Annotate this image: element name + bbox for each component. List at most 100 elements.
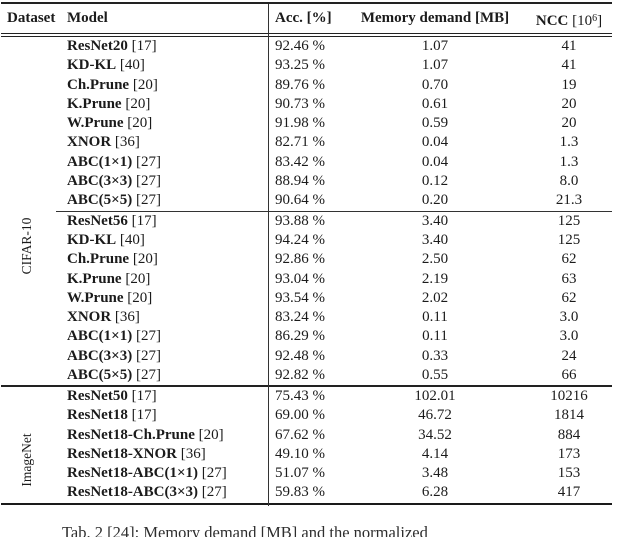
model-name: XNOR <box>67 309 112 326</box>
table-row: Ch.Prune [20] 89.76 % 0.70 19 <box>1 76 612 95</box>
ncc-cell: 1.3 <box>559 153 579 170</box>
table-caption-clipped: Tab. 2 [24]: Memory demand [MB] and the … <box>62 523 428 537</box>
header-memory: Memory demand [MB] <box>360 10 510 26</box>
ncc-cell: 173 <box>557 445 581 462</box>
table-body: ResNet20 [17] 92.46 % 1.07 41 KD-KL [40] 93.2… <box>1 37 612 503</box>
accuracy-cell: 92.86 % <box>275 251 325 268</box>
dataset-cell <box>1 366 57 385</box>
ncc-unit-close: ] <box>597 13 603 29</box>
model-name: ABC(3×3) <box>67 347 133 364</box>
ncc-cell: 1.3 <box>559 134 579 151</box>
ncc-cell: 19 <box>561 76 577 93</box>
dataset-cell <box>1 153 57 172</box>
ncc-cell: 125 <box>557 231 581 248</box>
dataset-cell <box>1 347 57 366</box>
model-name: ABC(5×5) <box>67 192 133 209</box>
citation-ref: [27] <box>132 328 161 345</box>
citation-ref: [27] <box>132 347 161 364</box>
accuracy-cell: 89.76 % <box>275 76 325 93</box>
model-cell: ABC(5×5) [27] <box>57 366 268 385</box>
model-cell: W.Prune [20] <box>57 289 268 308</box>
header-double-rule <box>1 33 612 37</box>
memory-cell: 34.52 <box>418 426 452 443</box>
dataset-cell <box>1 308 57 327</box>
citation-ref: [20] <box>129 76 158 93</box>
accuracy-cell: 93.88 % <box>275 212 325 229</box>
ncc-cell: 62 <box>561 289 577 306</box>
dataset-label-cifar10: CIFAR-10 <box>19 217 34 275</box>
table-row: ResNet18 [17] 69.00 % 46.72 1814 <box>1 406 612 425</box>
model-name: Ch.Prune <box>67 251 130 268</box>
table-row: ResNet18-Ch.Prune [20] 67.62 % 34.52 884 <box>1 426 612 445</box>
accuracy-cell: 88.94 % <box>275 173 325 190</box>
accuracy-cell: 59.83 % <box>275 484 325 501</box>
ncc-cell: 125 <box>557 212 581 229</box>
dataset-cell <box>1 406 57 425</box>
model-cell: W.Prune [20] <box>57 114 268 133</box>
table-row: ABC(3×3) [27] 88.94 % 0.12 8.0 <box>1 172 612 191</box>
memory-cell: 0.12 <box>421 173 449 190</box>
ncc-cell: 63 <box>561 270 577 287</box>
model-name: KD-KL <box>67 231 117 248</box>
accuracy-cell: 51.07 % <box>275 465 325 482</box>
table-row: ABC(1×1) [27] 86.29 % 0.11 3.0 <box>1 327 612 346</box>
model-cell: KD-KL [40] <box>57 56 268 75</box>
table-top-rule <box>1 2 612 4</box>
ncc-cell: 20 <box>561 95 577 112</box>
model-cell: K.Prune [20] <box>57 270 268 289</box>
accuracy-cell: 49.10 % <box>275 445 325 462</box>
header-model: Model <box>67 10 108 26</box>
citation-ref: [27] <box>132 192 161 209</box>
ncc-cell: 884 <box>557 426 581 443</box>
accuracy-cell: 91.98 % <box>275 115 325 132</box>
model-cell: ResNet56 [17] <box>57 212 268 231</box>
accuracy-cell: 94.24 % <box>275 231 325 248</box>
ncc-cell: 1814 <box>554 407 584 424</box>
memory-cell: 102.01 <box>414 387 456 404</box>
ncc-cell: 41 <box>561 38 577 54</box>
ncc-cell: 20 <box>561 115 577 132</box>
memory-cell: 0.61 <box>421 95 449 112</box>
ncc-cell: 10216 <box>550 387 588 404</box>
citation-ref: [27] <box>132 153 161 170</box>
model-name: ResNet20 <box>67 38 128 54</box>
citation-ref: [40] <box>116 231 145 248</box>
citation-ref: [17] <box>127 212 157 229</box>
citation-ref: [27] <box>198 484 227 501</box>
table-row: ResNet56 [17] 93.88 % 3.40 125 <box>1 212 612 231</box>
memory-cell: 2.19 <box>421 270 449 287</box>
memory-cell: 1.07 <box>421 57 449 74</box>
model-name: KD-KL <box>67 57 117 74</box>
table-row: W.Prune [20] 91.98 % 0.59 20 <box>1 114 612 133</box>
accuracy-cell: 83.42 % <box>275 153 325 170</box>
accuracy-cell: 82.71 % <box>275 134 325 151</box>
table-row: ABC(5×5) [27] 90.64 % 0.20 21.3 <box>1 191 612 210</box>
header-ncc: NCC [106] <box>526 4 612 33</box>
model-cell: ResNet18 [17] <box>57 406 268 425</box>
group-divider-rule <box>56 210 612 212</box>
column-divider-line <box>268 4 269 506</box>
dataset-cell <box>1 133 57 152</box>
memory-cell: 0.55 <box>421 367 449 384</box>
memory-cell: 2.02 <box>421 289 449 306</box>
memory-cell: 0.04 <box>421 153 449 170</box>
ncc-cell: 8.0 <box>559 173 579 190</box>
accuracy-cell: 93.25 % <box>275 57 325 74</box>
model-name: K.Prune <box>67 95 122 112</box>
header-ncc-unit: [106] <box>572 13 602 29</box>
model-name: K.Prune <box>67 270 122 287</box>
model-cell: Ch.Prune [20] <box>57 250 268 269</box>
model-cell: ABC(3×3) [27] <box>57 172 268 191</box>
citation-ref: [20] <box>121 270 151 287</box>
citation-ref: [20] <box>121 95 151 112</box>
table-row: KD-KL [40] 94.24 % 3.40 125 <box>1 231 612 250</box>
citation-ref: [27] <box>132 367 161 384</box>
model-cell: ResNet50 [17] <box>57 387 268 406</box>
header-dataset: Dataset <box>7 10 56 26</box>
citation-ref: [20] <box>123 115 153 132</box>
accuracy-cell: 92.82 % <box>275 367 325 384</box>
table-row: W.Prune [20] 93.54 % 2.02 62 <box>1 289 612 308</box>
ncc-unit-open: [10 <box>572 13 593 29</box>
table-row: ResNet50 [17] 75.43 % 102.01 10216 <box>1 387 612 406</box>
model-name: ResNet18-ABC(1×1) <box>67 465 199 482</box>
